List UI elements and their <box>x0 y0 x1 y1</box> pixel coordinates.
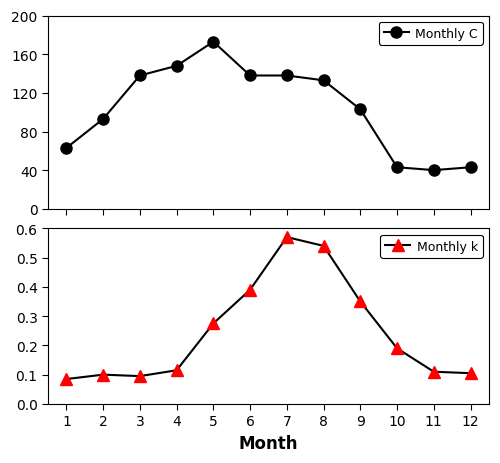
Monthly C <box>100 117 106 123</box>
Monthly C <box>137 74 143 79</box>
Monthly k <box>210 321 216 326</box>
Monthly k <box>64 376 70 382</box>
Monthly C <box>431 168 437 174</box>
Monthly k <box>284 235 290 240</box>
Monthly k <box>468 370 473 376</box>
Monthly C <box>394 165 400 171</box>
Legend: Monthly k: Monthly k <box>380 235 482 258</box>
Monthly C <box>210 40 216 45</box>
Line: Monthly C: Monthly C <box>61 37 476 176</box>
Monthly k <box>394 346 400 351</box>
Monthly C <box>174 64 180 69</box>
Monthly C <box>468 165 473 171</box>
Line: Monthly k: Monthly k <box>61 232 476 385</box>
Monthly C <box>320 78 326 84</box>
Monthly k <box>431 369 437 375</box>
Monthly k <box>247 288 253 293</box>
Monthly k <box>320 244 326 249</box>
X-axis label: Month: Month <box>238 434 298 452</box>
Monthly k <box>137 374 143 379</box>
Monthly C <box>64 146 70 151</box>
Legend: Monthly C: Monthly C <box>379 23 482 46</box>
Monthly C <box>358 107 364 113</box>
Monthly k <box>174 368 180 373</box>
Monthly k <box>100 372 106 378</box>
Monthly k <box>358 299 364 305</box>
Monthly C <box>284 74 290 79</box>
Monthly C <box>247 74 253 79</box>
